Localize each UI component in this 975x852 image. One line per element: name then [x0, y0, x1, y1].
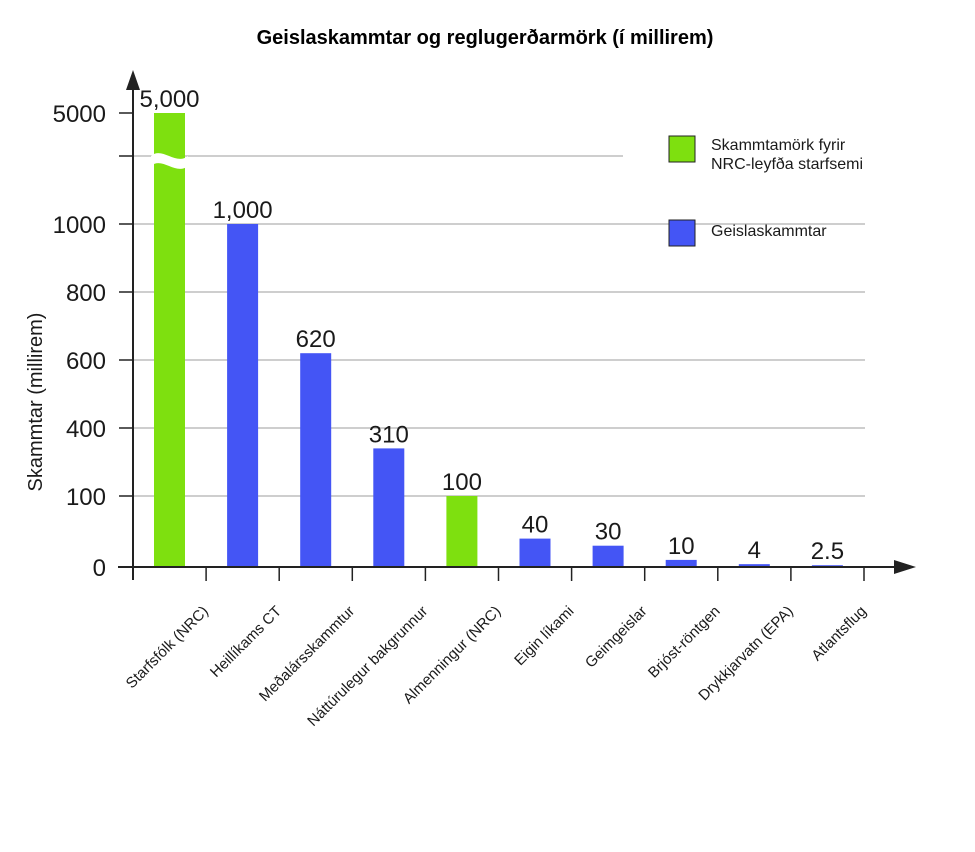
x-tick-label: Geimgeislar — [582, 603, 651, 672]
data-label: 30 — [595, 519, 622, 546]
y-tick-label: 5000 — [53, 101, 106, 128]
bar — [738, 564, 770, 567]
legend: Skammtamörk fyrir NRC-leyfða starfsemi Gei… — [668, 135, 863, 247]
y-axis-arrow — [126, 70, 140, 90]
y-tick-label: 1000 — [53, 212, 106, 239]
y-axis-label: Skammtar (millirem) — [25, 313, 47, 492]
legend-swatch — [668, 219, 696, 247]
data-label: 620 — [296, 326, 336, 353]
y-tick-label: 800 — [66, 280, 106, 307]
axis-break-mark — [151, 153, 188, 169]
bar — [446, 496, 478, 567]
chart-title: Geislaskammtar og reglugerðarmörk (í mil… — [257, 27, 714, 49]
data-label: 100 — [442, 469, 482, 496]
axes — [118, 70, 916, 581]
x-tick-label: Brjóst-röntgen — [645, 603, 724, 682]
data-label: 2.5 — [811, 538, 844, 565]
legend-label: NRC-leyfða starfsemi — [711, 156, 863, 173]
bar — [373, 448, 405, 567]
data-label: 310 — [369, 421, 409, 448]
legend-swatch — [668, 135, 696, 163]
y-tick-label: 100 — [66, 484, 106, 511]
bar — [519, 538, 551, 567]
x-tick-label: Atlantsflug — [808, 603, 870, 665]
x-tick-label: Heillíkams CT — [207, 603, 285, 681]
legend-label: Geislaskammtar — [711, 223, 827, 240]
data-label: 10 — [668, 533, 695, 560]
data-label: 5,000 — [139, 86, 199, 113]
x-tick-label: Náttúrulegur bakgrunnur — [304, 603, 431, 730]
bar — [300, 353, 332, 567]
bar — [154, 113, 185, 567]
y-tick-label: 400 — [66, 416, 106, 443]
legend-label: Skammtamörk fyrir — [711, 137, 846, 154]
bar — [592, 545, 624, 567]
bar — [665, 559, 697, 567]
x-tick-label: Starfsfólk (NRC) — [123, 603, 212, 692]
data-label: 4 — [748, 537, 761, 564]
bars — [151, 113, 843, 567]
x-tick-label: Eigin líkami — [511, 603, 577, 669]
y-tick-label: 0 — [93, 555, 106, 582]
y-tick-label: 600 — [66, 348, 106, 375]
x-axis-arrow — [894, 560, 916, 574]
data-label: 1,000 — [213, 197, 273, 224]
bar — [227, 224, 259, 567]
data-label: 40 — [522, 512, 549, 539]
